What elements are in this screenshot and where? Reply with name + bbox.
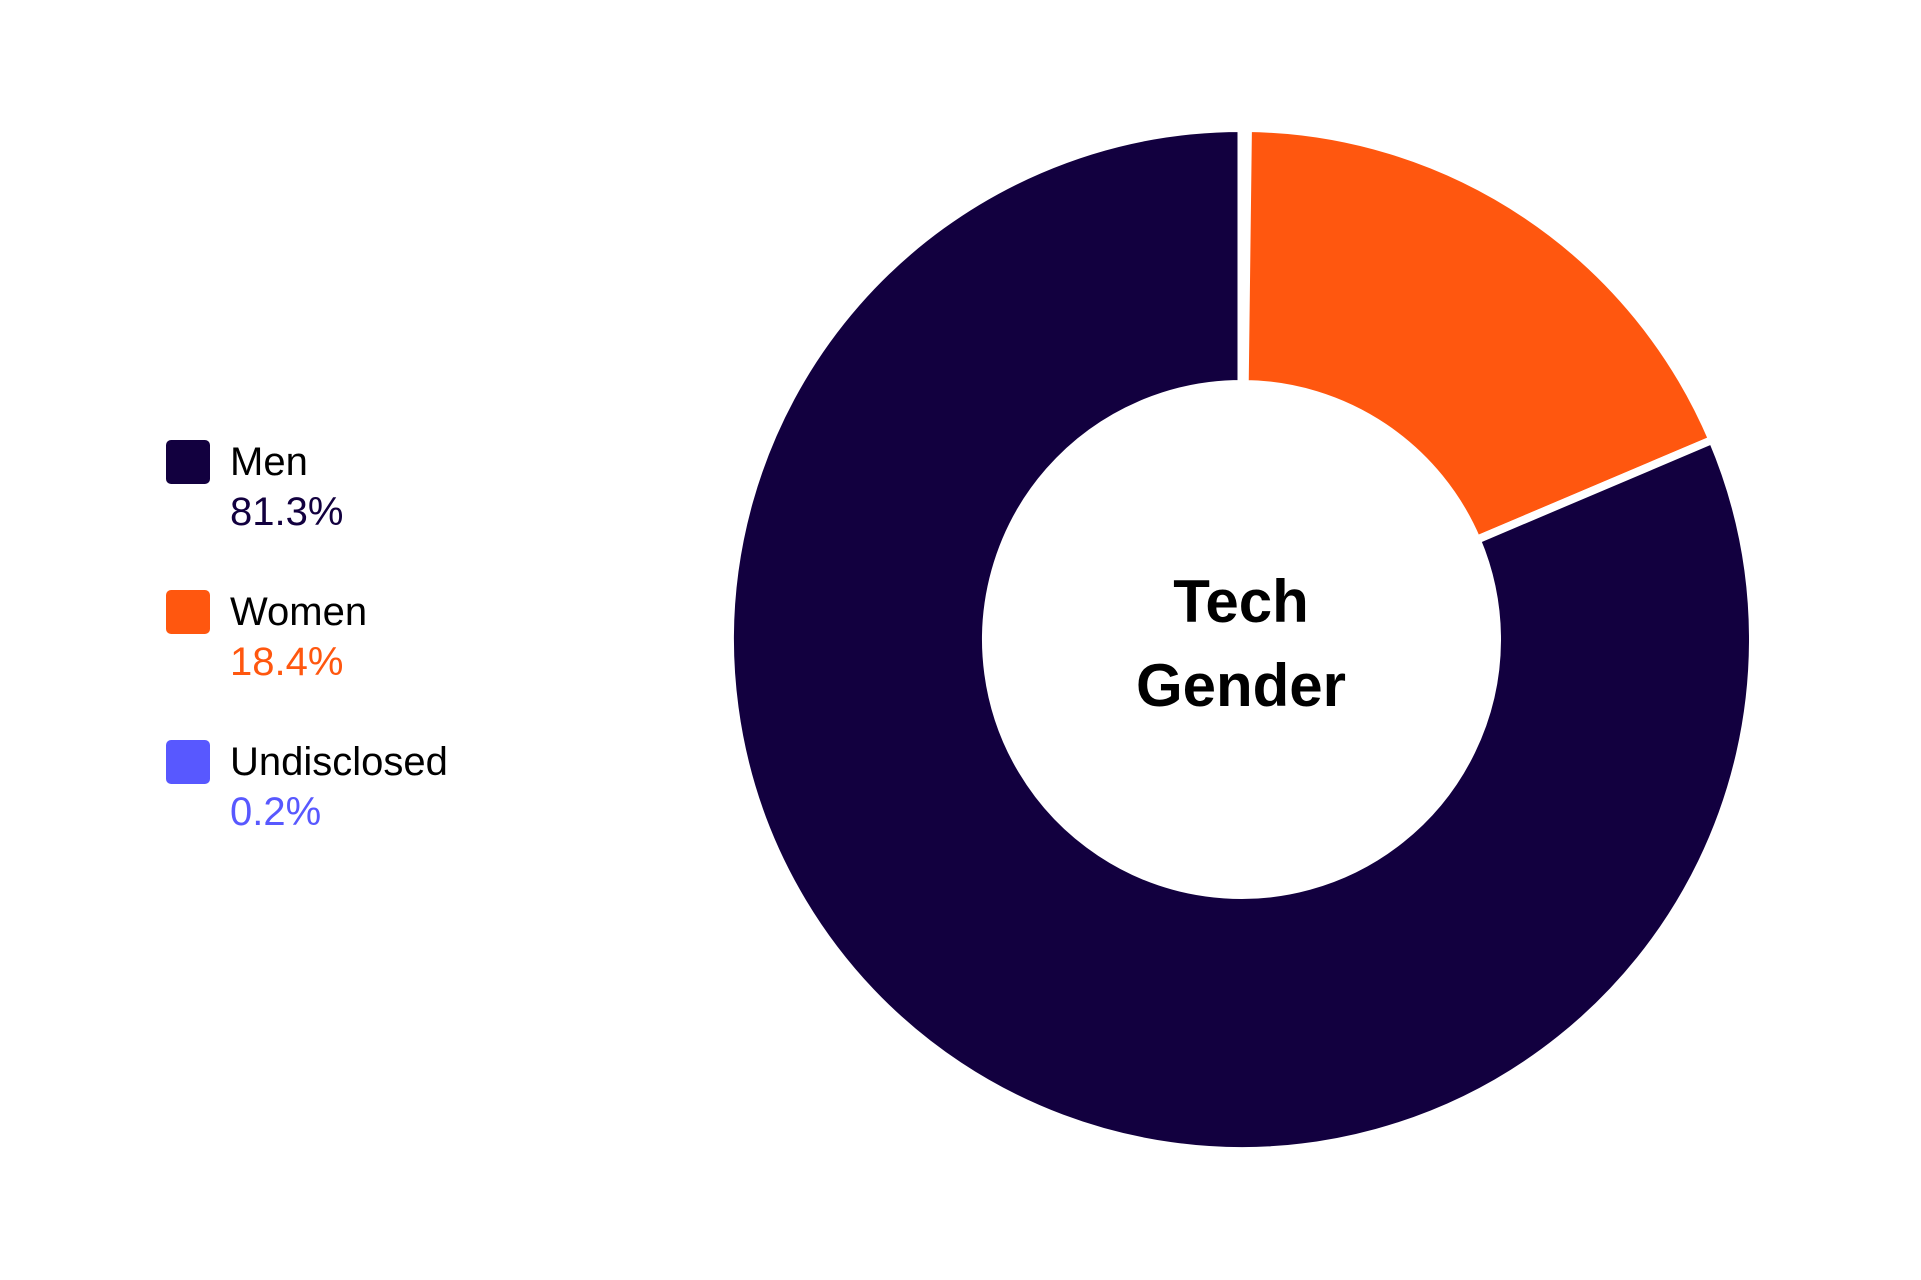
center-title-line-1: Tech: [1173, 568, 1309, 635]
legend-label: Men: [230, 440, 308, 484]
center-title-line-2: Gender: [1135, 652, 1347, 719]
legend-swatch-women: [166, 590, 210, 634]
donut-slice-men[interactable]: [726, 123, 1757, 1155]
legend-swatch-undisclosed: [166, 740, 210, 784]
legend-value: 81.3%: [230, 490, 344, 534]
chart-center-title: Tech Gender: [1041, 560, 1441, 728]
legend-swatch-men: [166, 440, 210, 484]
donut-slices: [726, 123, 1757, 1155]
legend-value: 18.4%: [230, 640, 344, 684]
legend-label: Women: [230, 590, 368, 634]
legend-value: 0.2%: [230, 790, 322, 834]
donut-slice-women[interactable]: [1240, 123, 1718, 546]
legend-label: Undisclosed: [230, 740, 448, 784]
